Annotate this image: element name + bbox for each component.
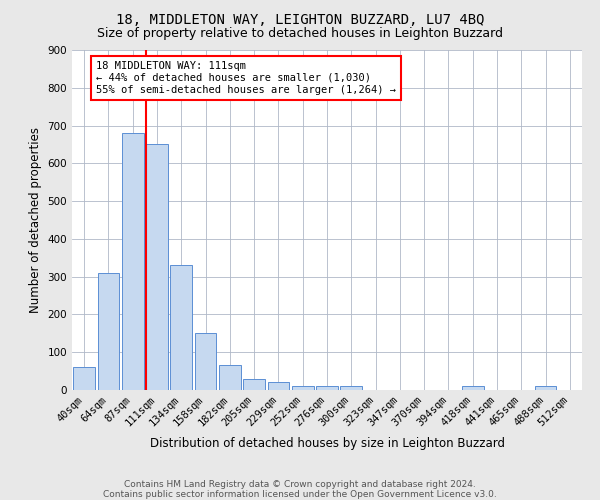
Bar (268, 382, 289, 390)
Bar (219, 366, 241, 390)
Bar (535, 386, 556, 390)
Bar (243, 378, 265, 390)
Bar (462, 386, 484, 390)
Bar (340, 386, 362, 390)
Y-axis label: Number of detached properties: Number of detached properties (29, 127, 42, 313)
Text: Size of property relative to detached houses in Leighton Buzzard: Size of property relative to detached ho… (97, 28, 503, 40)
Bar (146, 144, 168, 390)
Bar (170, 266, 192, 390)
Bar (122, 133, 143, 390)
Bar (316, 386, 338, 390)
Text: 18 MIDDLETON WAY: 111sqm
← 44% of detached houses are smaller (1,030)
55% of sem: 18 MIDDLETON WAY: 111sqm ← 44% of detach… (96, 62, 396, 94)
Text: 18, MIDDLETON WAY, LEIGHTON BUZZARD, LU7 4BQ: 18, MIDDLETON WAY, LEIGHTON BUZZARD, LU7… (116, 12, 484, 26)
Bar (73, 368, 95, 390)
X-axis label: Distribution of detached houses by size in Leighton Buzzard: Distribution of detached houses by size … (149, 437, 505, 450)
Bar (194, 334, 217, 390)
Bar (97, 273, 119, 390)
Bar (292, 386, 314, 390)
Text: Contains HM Land Registry data © Crown copyright and database right 2024.
Contai: Contains HM Land Registry data © Crown c… (103, 480, 497, 499)
